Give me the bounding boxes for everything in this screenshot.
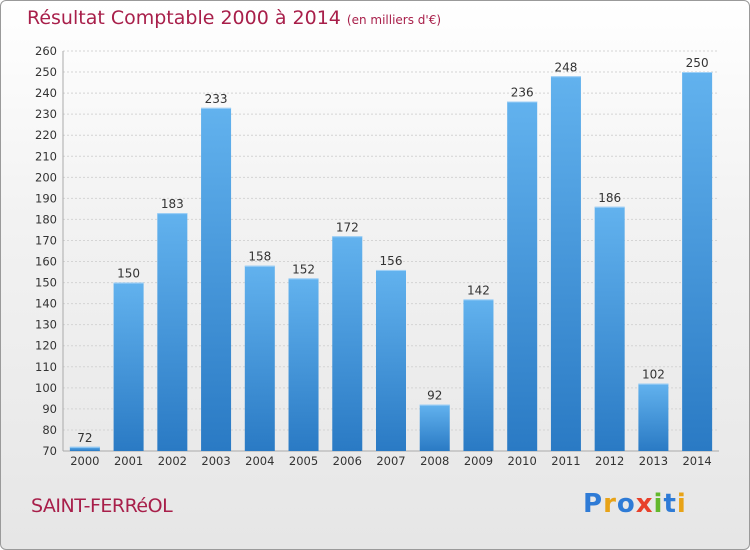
x-tick-label: 2011 <box>551 454 580 468</box>
bars <box>69 72 713 452</box>
x-tick-label: 2004 <box>245 454 274 468</box>
y-tick-label: 130 <box>35 318 57 332</box>
bar-2011 <box>550 76 581 452</box>
bar-2014 <box>682 72 713 451</box>
y-tick-label: 100 <box>35 381 57 395</box>
y-tick-label: 220 <box>35 128 57 142</box>
bar-2000 <box>69 446 100 451</box>
data-label: 233 <box>205 92 228 106</box>
data-label: 142 <box>467 283 490 297</box>
data-label: 152 <box>292 262 315 276</box>
data-label: 248 <box>554 60 577 74</box>
x-tick-label: 2009 <box>464 454 493 468</box>
x-tick-label: 2013 <box>639 454 668 468</box>
bar-2001 <box>113 282 144 451</box>
bar-2004 <box>244 265 275 451</box>
bar-2010 <box>507 101 538 452</box>
x-tick-label: 2002 <box>158 454 187 468</box>
y-tick-label: 90 <box>42 402 57 416</box>
y-tick-label: 250 <box>35 65 57 79</box>
x-tick-label: 2010 <box>508 454 537 468</box>
data-label: 150 <box>117 267 140 281</box>
proxiti-logo: Proxiti <box>583 489 687 519</box>
y-tick-label: 180 <box>35 212 57 226</box>
bar-2009 <box>463 299 494 451</box>
y-tick-label: 120 <box>35 339 57 353</box>
data-label: 158 <box>248 250 271 264</box>
y-tick-label: 230 <box>35 107 57 121</box>
y-tick-label: 190 <box>35 191 57 205</box>
y-tick-label: 80 <box>42 423 57 437</box>
bar-2005 <box>288 278 319 451</box>
y-tick-label: 70 <box>42 444 57 458</box>
chart-title: Résultat Comptable 2000 à 2014 (en millie… <box>27 7 441 29</box>
chart-subtitle: (en milliers d'€) <box>346 13 442 27</box>
data-labels: 72 150 183 233 158 152 172 156 92 142 236 248 186 102… <box>77 56 708 445</box>
data-label: 172 <box>336 220 359 234</box>
x-tick-label: 2014 <box>682 454 711 468</box>
commune-name: SAINT-FERRéOL <box>31 495 173 517</box>
data-label: 102 <box>642 368 665 382</box>
bar-2013 <box>638 383 669 451</box>
x-tick-label: 2001 <box>114 454 143 468</box>
bar-2007 <box>376 269 406 451</box>
x-tick-labels: 2000 2001 2002 2003 2004 2005 2006 2007 2008 2009… <box>70 454 712 468</box>
y-tick-label: 240 <box>35 86 57 100</box>
y-tick-label: 210 <box>35 149 57 163</box>
x-tick-label: 2012 <box>595 454 624 468</box>
data-label: 183 <box>161 197 184 211</box>
data-label: 156 <box>380 254 403 268</box>
bar-2003 <box>201 107 232 451</box>
data-label: 236 <box>511 86 534 100</box>
bar-2012 <box>594 206 625 451</box>
chart-title-text: Résultat Comptable 2000 à 2014 <box>27 7 341 29</box>
x-tick-label: 2005 <box>289 454 318 468</box>
x-tick-label: 2000 <box>70 454 99 468</box>
data-label: 92 <box>427 389 442 403</box>
x-tick-label: 2003 <box>201 454 230 468</box>
x-tick-label: 2007 <box>376 454 405 468</box>
bar-2008 <box>419 404 450 451</box>
data-label: 186 <box>598 191 621 205</box>
bar-2002 <box>157 213 188 451</box>
y-tick-label: 170 <box>35 233 57 247</box>
data-label: 250 <box>686 56 709 70</box>
y-tick-label: 110 <box>35 360 57 374</box>
bar-2006 <box>332 236 363 451</box>
y-tick-label: 150 <box>35 276 57 290</box>
x-tick-label: 2008 <box>420 454 449 468</box>
y-tick-label: 140 <box>35 297 57 311</box>
data-label: 72 <box>77 431 92 445</box>
y-tick-label: 200 <box>35 170 57 184</box>
y-tick-label: 160 <box>35 255 57 269</box>
x-tick-label: 2006 <box>333 454 362 468</box>
y-tick-label: 260 <box>35 44 57 58</box>
y-tick-labels: 70 80 90 100 110 120 130 140 150 160 170 180 190 200 2… <box>35 44 57 458</box>
